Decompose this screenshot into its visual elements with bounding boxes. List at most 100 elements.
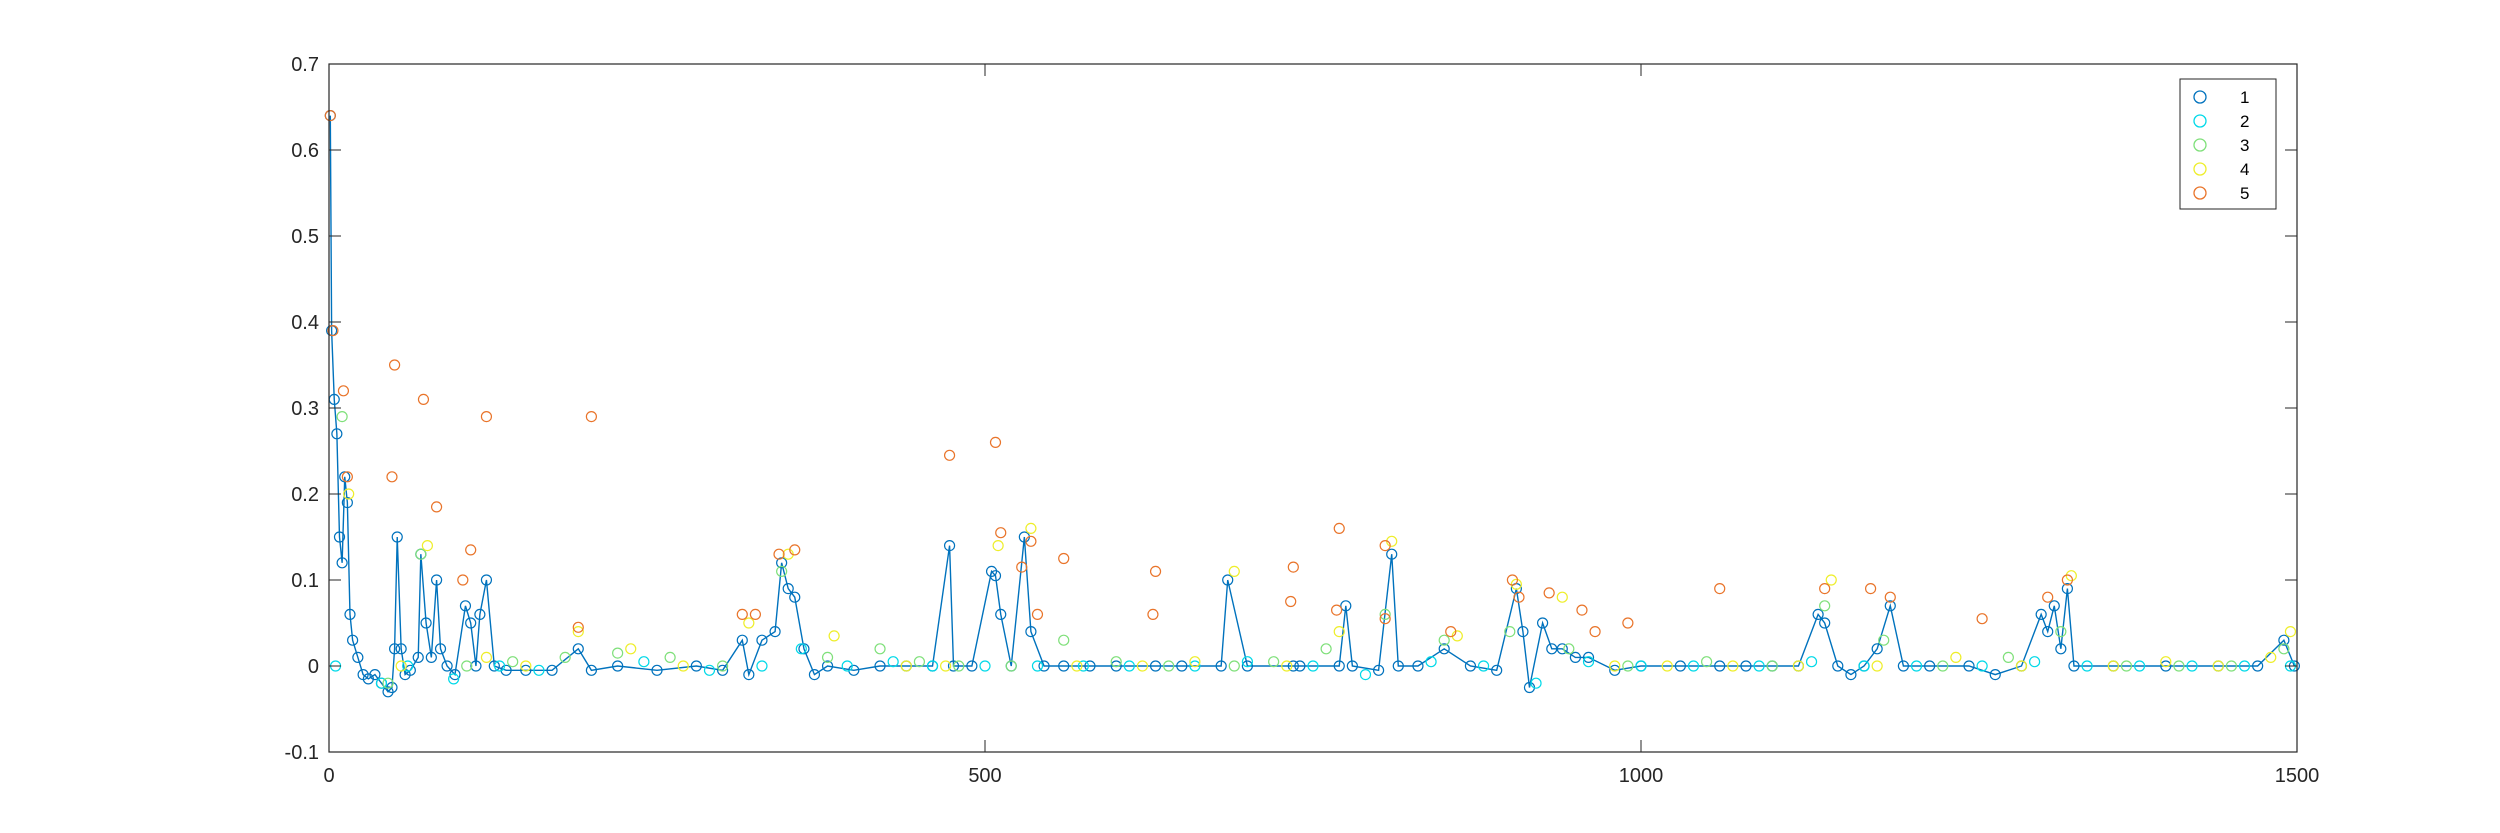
series-4-point bbox=[2284, 625, 2297, 638]
series-5-point bbox=[1031, 608, 1044, 621]
series-1-point bbox=[1215, 660, 1227, 672]
series-4-point bbox=[1792, 660, 1805, 672]
series-5-point bbox=[327, 325, 339, 337]
series-1-point bbox=[2068, 660, 2080, 672]
series-5-point bbox=[989, 436, 1002, 448]
series-1-point bbox=[1464, 660, 1477, 672]
series-1-point bbox=[1819, 617, 1831, 629]
series-1-point bbox=[1346, 660, 1358, 672]
series-1-point bbox=[449, 668, 461, 681]
series-5-point bbox=[417, 393, 430, 405]
y-tick-label: 0.1 bbox=[291, 570, 319, 592]
legend-marker bbox=[2193, 114, 2207, 128]
series-5-point bbox=[1589, 625, 1601, 638]
series-1-point bbox=[1517, 625, 1529, 638]
series-1-point bbox=[352, 651, 364, 664]
series-2-point bbox=[1077, 660, 1090, 672]
series-5-point bbox=[341, 471, 353, 483]
series-4-point bbox=[520, 660, 532, 672]
series-1-point bbox=[488, 660, 500, 672]
series-4-point bbox=[1871, 660, 1883, 672]
series-2-point bbox=[1123, 660, 1135, 672]
series-2-point bbox=[1582, 656, 1595, 668]
y-tick-label: 0.4 bbox=[291, 312, 319, 334]
series-5-point bbox=[1976, 613, 1988, 625]
series-2-point bbox=[638, 656, 650, 668]
series-1-point bbox=[821, 660, 834, 672]
series-2-point bbox=[1189, 660, 1201, 672]
legend-marker bbox=[2193, 186, 2207, 200]
y-tick-label: 0 bbox=[308, 656, 319, 678]
legend-label: 3 bbox=[2240, 136, 2249, 155]
series-4-point bbox=[1228, 565, 1240, 578]
series-5-point bbox=[480, 411, 493, 423]
series-1-point bbox=[1871, 643, 1883, 655]
series-5-point bbox=[2061, 574, 2073, 586]
series-1-point bbox=[546, 664, 558, 676]
series-1-point bbox=[2061, 582, 2073, 595]
series-1-point bbox=[1609, 664, 1621, 676]
series-1-point bbox=[808, 668, 821, 681]
series-2-point bbox=[493, 660, 506, 672]
legend-marker bbox=[2193, 138, 2207, 152]
series-2-point bbox=[887, 656, 899, 668]
series-4-point bbox=[572, 625, 584, 638]
series-3-point bbox=[1379, 608, 1391, 621]
series-1-point bbox=[995, 608, 1007, 621]
series-1-point bbox=[1241, 660, 1254, 672]
series-1-point bbox=[1884, 600, 1896, 612]
series-1-point bbox=[651, 664, 663, 676]
y-tick-label: -0.1 bbox=[285, 742, 319, 764]
series-2-point bbox=[533, 664, 545, 676]
series-1-point bbox=[943, 539, 956, 552]
series-5-point bbox=[389, 359, 401, 371]
series-1-point bbox=[1832, 660, 1844, 672]
x-tick-label: 1000 bbox=[1619, 765, 1664, 787]
series-4-point bbox=[1825, 574, 1837, 586]
series-4-point bbox=[395, 660, 407, 672]
series-2-point bbox=[1359, 668, 1372, 681]
series-1-point bbox=[585, 664, 598, 676]
series-1-point bbox=[1897, 660, 1910, 672]
series-5-point bbox=[386, 471, 398, 483]
series-2-point bbox=[1241, 656, 1254, 668]
series-1-point bbox=[798, 643, 810, 655]
series-1-point bbox=[1924, 660, 1936, 672]
series-4-point bbox=[1189, 656, 1201, 668]
legend-label: 5 bbox=[2240, 184, 2249, 203]
series-1-point bbox=[1412, 660, 1424, 672]
series-1-point bbox=[420, 617, 432, 629]
series-3-point bbox=[2173, 660, 2185, 672]
series-4-point bbox=[421, 539, 433, 552]
series-3-point bbox=[2002, 651, 2014, 664]
series-1-point bbox=[459, 600, 472, 612]
series-5-point bbox=[789, 544, 801, 556]
series-1-point bbox=[480, 574, 493, 586]
series-1-point bbox=[1386, 548, 1398, 560]
series-3-point bbox=[2055, 625, 2067, 638]
series-2-point bbox=[1530, 677, 1542, 689]
series-4-point bbox=[1556, 591, 1568, 603]
y-tick-label: 0.5 bbox=[291, 226, 319, 248]
series-5-point bbox=[943, 449, 956, 461]
series-1-point bbox=[989, 570, 1002, 582]
series-5-point bbox=[1147, 608, 1159, 621]
series-1-point bbox=[1438, 643, 1450, 655]
series-4-point bbox=[2212, 660, 2224, 672]
series-2-point bbox=[2238, 660, 2251, 672]
legend-marker bbox=[2193, 90, 2207, 104]
series-1-point bbox=[1674, 660, 1686, 672]
series-5-point bbox=[1285, 595, 1297, 608]
series-2-point bbox=[979, 660, 991, 672]
series-1-point bbox=[395, 643, 407, 655]
series-2-point bbox=[1031, 660, 1044, 672]
series-4-point bbox=[2160, 656, 2172, 668]
series-1-point bbox=[874, 660, 886, 672]
series-1-point bbox=[1536, 617, 1549, 629]
series-2-point bbox=[926, 660, 939, 672]
series-5-point bbox=[457, 574, 469, 586]
series-1-point bbox=[336, 557, 348, 569]
series-1-point bbox=[1392, 660, 1404, 672]
series-3-point bbox=[1438, 634, 1450, 646]
series-4-point bbox=[1661, 660, 1673, 672]
